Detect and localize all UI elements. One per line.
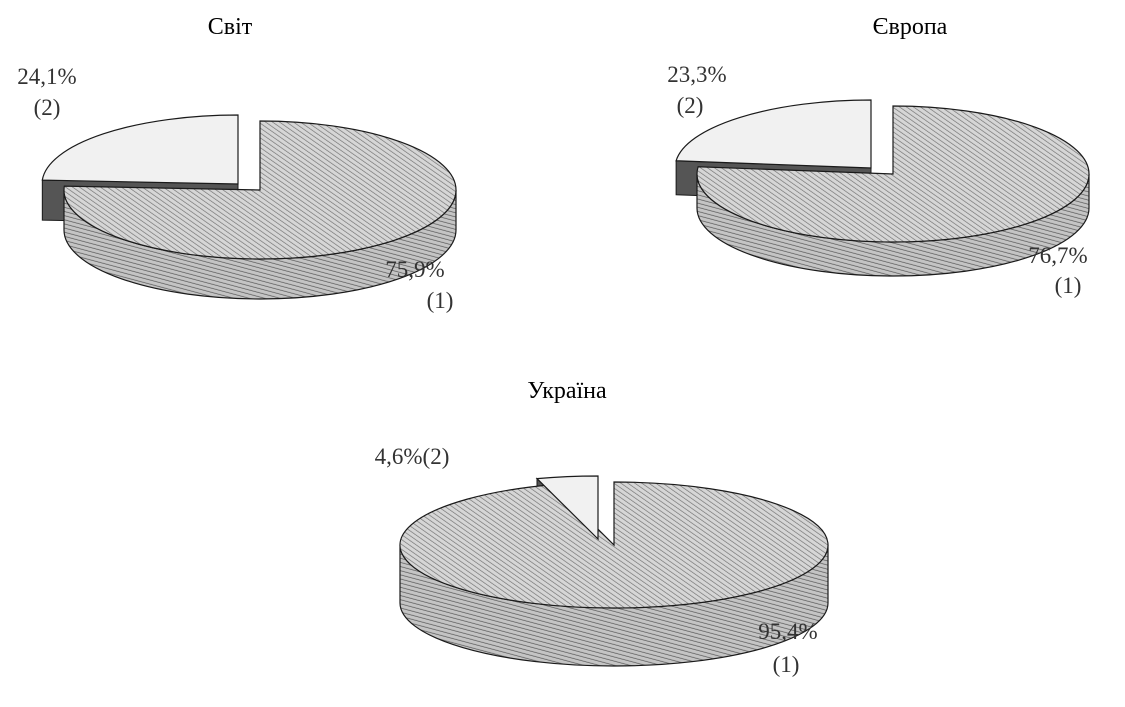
pie-chart-3: Україна 95,4% (1) 4,6%(2) xyxy=(375,378,829,677)
slice-1-number-label: (1) xyxy=(427,288,454,313)
slice-1-value-label: 76,7% xyxy=(1028,243,1087,268)
slice-2 xyxy=(675,99,872,169)
chart-title: Світ xyxy=(208,14,253,40)
slice-2-number-label: (2) xyxy=(34,95,61,120)
slice-2-number-label: (2) xyxy=(677,93,704,118)
slice-1-number-label: (1) xyxy=(773,652,800,677)
slice-2-value-label: 24,1% xyxy=(17,64,76,89)
slice-1-value-label: 95,4% xyxy=(758,619,817,644)
slice-2 xyxy=(41,114,239,185)
slice-1-number-label: (1) xyxy=(1055,273,1082,298)
slice-2-value-label: 4,6%(2) xyxy=(375,444,450,469)
slice-1 xyxy=(696,105,1090,243)
slice-1-value-label: 75,9% xyxy=(385,257,444,282)
slice-2 xyxy=(535,475,599,541)
chart-title: Україна xyxy=(527,378,607,404)
slice-1 xyxy=(63,120,457,260)
slice-1 xyxy=(399,481,829,609)
chart-title: Європа xyxy=(873,14,948,40)
pie-chart-1: Світ 75,9% (1) 24,1% (2) xyxy=(17,14,457,313)
pie-chart-2: Європа 76,7% (1) 23,3% (2) xyxy=(667,14,1090,298)
slice-2-value-label: 23,3% xyxy=(667,62,726,87)
